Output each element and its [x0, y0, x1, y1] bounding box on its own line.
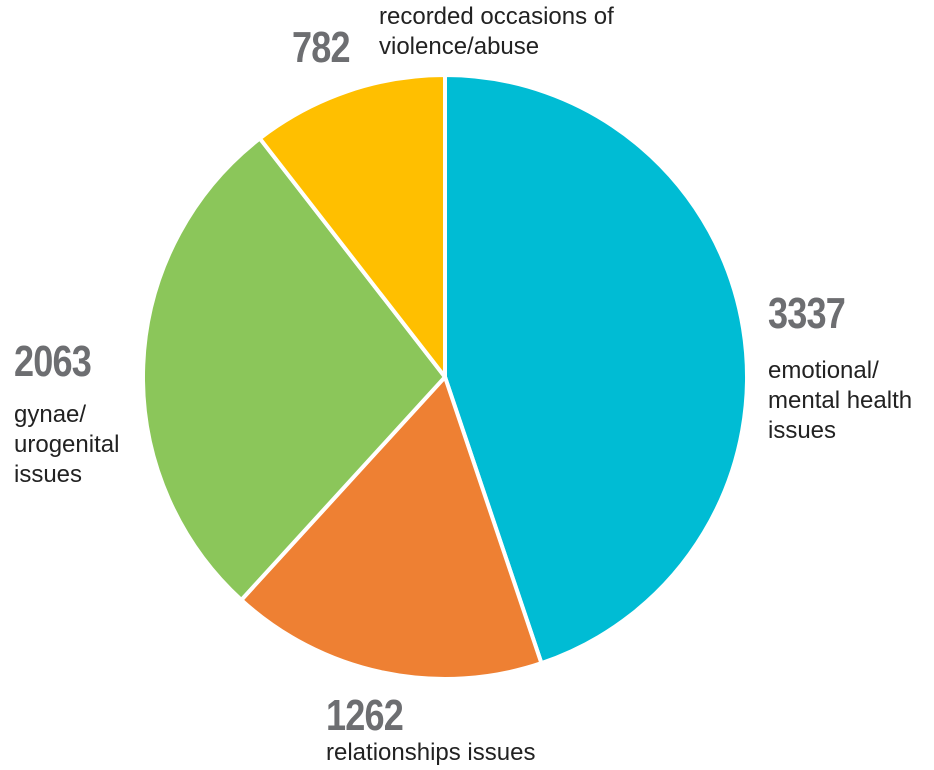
slice-value-relationships: 1262: [326, 691, 404, 740]
pie-slice-relationships: [239, 375, 544, 681]
slice-label-gynae-urogenital: 2063 gynae/ urogenital issues: [14, 340, 164, 490]
slice-value-gynae-urogenital: 2063: [14, 337, 92, 386]
slice-desc-emotional-mental-health: emotional/ mental health issues: [768, 357, 913, 444]
pie-slices: [141, 73, 749, 681]
pie-slice-emotional-mental-health: [443, 73, 749, 666]
slice-value-violence-abuse-text: 782: [292, 23, 351, 72]
slice-value-violence-abuse: 782: [292, 26, 362, 70]
pie-slice-gynae-urogenital: [141, 136, 447, 602]
pie-slice-violence-abuse: [257, 73, 447, 379]
slice-label-emotional-mental-health: 3337 emotional/ mental health issues: [768, 292, 934, 446]
slice-value-emotional-mental-health: 3337: [768, 289, 846, 338]
slice-desc-relationships: relationships issues: [326, 739, 536, 766]
slice-label-relationships: 1262 relationships issues: [326, 694, 626, 768]
slice-desc-gynae-urogenital: gynae/ urogenital issues: [14, 401, 120, 488]
slice-desc-violence-abuse: recorded occasions of violence/abuse: [379, 3, 614, 60]
